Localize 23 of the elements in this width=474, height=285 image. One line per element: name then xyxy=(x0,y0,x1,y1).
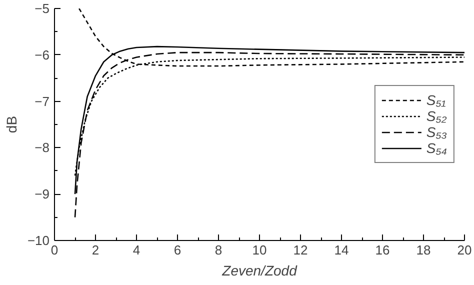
y-tick-label: −7 xyxy=(34,94,50,109)
y-tick-label: −6 xyxy=(34,47,50,62)
x-axis-title: Zeven/Zodd xyxy=(221,262,298,278)
x-tick-label: 14 xyxy=(334,242,349,258)
x-tick-label: 16 xyxy=(375,242,390,258)
y-axis-title: dB xyxy=(3,116,20,134)
x-tick-label: 0 xyxy=(50,242,58,258)
y-tick-label: −5 xyxy=(34,1,50,16)
x-tick-label: 18 xyxy=(416,242,431,258)
x-tick-label: 12 xyxy=(293,242,308,258)
x-tick-label: 20 xyxy=(457,242,472,258)
legend-label: S₅₄ xyxy=(426,140,447,156)
x-tick-label: 4 xyxy=(132,242,140,258)
x-tick-label: 10 xyxy=(252,242,267,258)
legend-label: S₅₂ xyxy=(426,108,447,124)
y-tick-label: −9 xyxy=(34,186,50,202)
x-tick-label: 6 xyxy=(174,242,182,258)
legend-label: S₅₁ xyxy=(426,92,446,108)
x-tick-label: 2 xyxy=(92,242,100,258)
x-tick-label: 8 xyxy=(214,242,222,258)
y-tick-label: −8 xyxy=(34,140,50,156)
legend-label: S₅₃ xyxy=(426,124,447,140)
y-tick-label: −10 xyxy=(27,233,50,248)
